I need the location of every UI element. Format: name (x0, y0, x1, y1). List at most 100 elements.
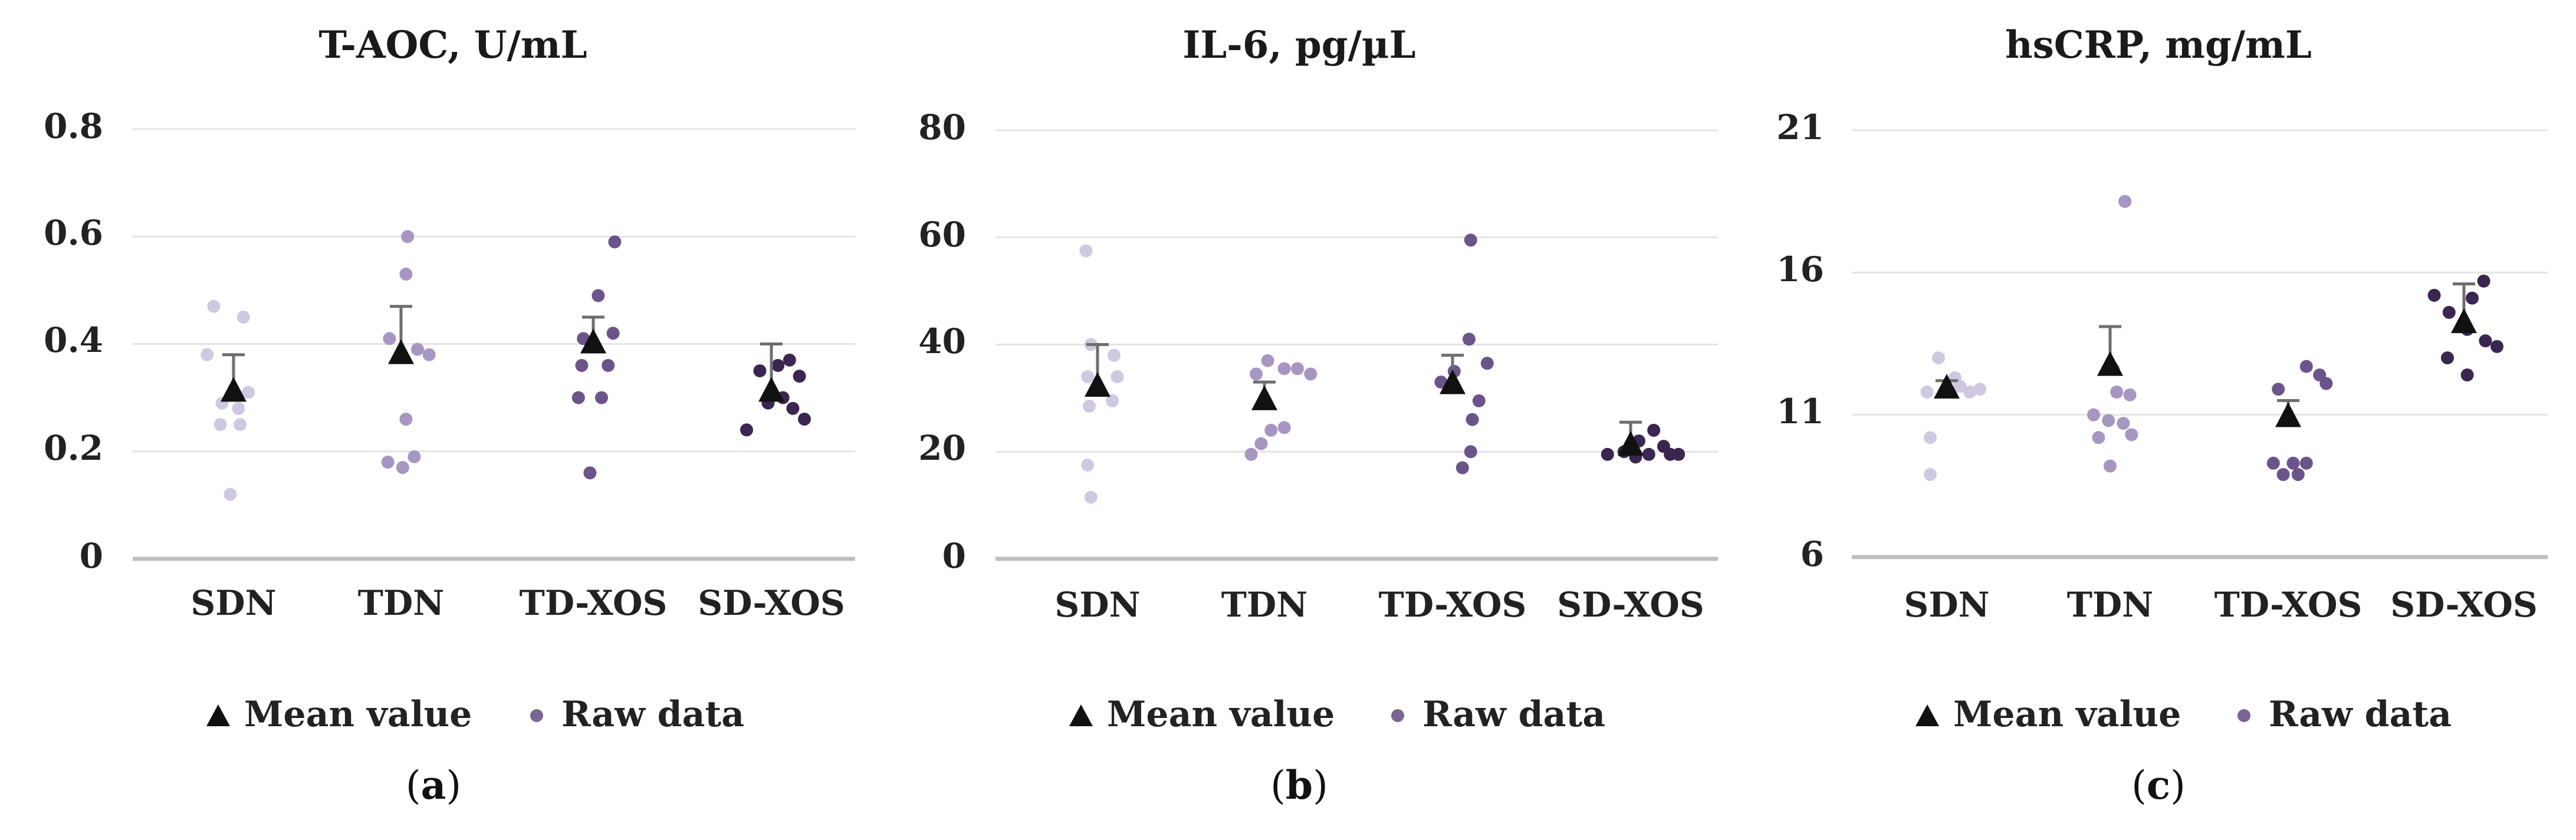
legend-raw-marker (530, 709, 543, 722)
mean-marker (1934, 374, 1960, 399)
panel-b: IL-6, pg/µL 0 20 40 60 80 SDN TDN TD-XOS… (918, 23, 1704, 808)
y-tick-label: 80 (918, 107, 966, 147)
mean-marker (1440, 369, 1466, 394)
y-tick-label: 0 (942, 536, 966, 576)
raw-data-point (2479, 334, 2492, 348)
panel-a: T-AOC, U/mL 0 0.2 0.4 0.6 0.8 SDN TDN TD… (44, 23, 845, 808)
raw-data-point (242, 386, 255, 399)
x-category-label: SD-XOS (1557, 585, 1704, 625)
y-tick-label: 0.8 (44, 106, 103, 146)
raw-data-point (232, 401, 245, 415)
raw-data-point (399, 268, 413, 281)
raw-data-point (575, 358, 589, 372)
x-category-label: SDN (190, 583, 276, 623)
legend-mean-marker (1069, 704, 1093, 726)
raw-data-point (2125, 428, 2138, 442)
mean-marker (388, 339, 414, 364)
raw-data-point (381, 455, 395, 469)
y-tick-label: 16 (1776, 249, 1824, 289)
y-tick-label: 40 (918, 321, 966, 361)
plot-area-a (133, 128, 855, 561)
y-tick-label: 21 (1776, 107, 1824, 147)
raw-data-point (1110, 370, 1124, 384)
legend-mean-marker (1915, 704, 1939, 726)
raw-data-point (1455, 461, 1469, 475)
raw-data-point (1244, 447, 1258, 461)
legend-raw-marker (2237, 709, 2250, 722)
raw-data-point (2087, 408, 2100, 421)
raw-data-point (1463, 332, 1476, 346)
mean-marker (1618, 431, 1644, 456)
raw-data-point (2427, 288, 2441, 302)
y-tick-label: 60 (918, 215, 966, 255)
mean-marker (2275, 402, 2301, 427)
legend-mean-marker (206, 704, 230, 726)
x-category-label: TDN (2067, 585, 2153, 625)
raw-data-point (583, 466, 597, 480)
legend-raw-label: Raw data (2269, 694, 2452, 735)
raw-data-point (2291, 468, 2305, 482)
y-tick-label: 20 (918, 428, 966, 468)
raw-data-point (1084, 490, 1098, 504)
mean-marker (1085, 372, 1110, 397)
raw-data-point (1277, 362, 1291, 375)
raw-data-point (201, 348, 214, 361)
raw-data-point (1601, 447, 1614, 461)
raw-data-point (2104, 459, 2117, 473)
raw-data-point (399, 413, 413, 426)
raw-data-point (408, 450, 421, 463)
raw-data-point (1973, 383, 1986, 396)
panel-label-a: (a) (406, 762, 461, 808)
raw-data-point (2276, 468, 2290, 482)
raw-data-point (606, 327, 620, 340)
mean-marker (580, 328, 606, 354)
raw-data-point (411, 342, 424, 356)
raw-data-point (1083, 400, 1096, 413)
raw-data-point (793, 370, 806, 383)
chart-title-a: T-AOC, U/mL (318, 23, 587, 67)
plot-marks (133, 128, 2548, 561)
raw-data-point (1924, 431, 1937, 444)
raw-data-point (234, 418, 247, 431)
raw-data-point (2299, 456, 2313, 470)
raw-data-point (595, 391, 608, 404)
raw-data-point (2118, 195, 2132, 208)
raw-data-point (1464, 233, 1477, 247)
raw-data-point (1642, 447, 1655, 461)
raw-data-point (207, 299, 221, 313)
raw-data-point (396, 461, 409, 475)
raw-data-point (213, 418, 227, 431)
raw-data-point (1932, 351, 1945, 365)
raw-data-point (1672, 447, 1685, 461)
raw-data-point (753, 364, 767, 378)
mean-marker (758, 377, 784, 402)
y-tick-label: 0 (80, 536, 103, 576)
legend-mean-label: Mean value (1953, 694, 2181, 735)
raw-data-point (2490, 340, 2503, 353)
raw-data-point (786, 401, 800, 415)
raw-data-point (771, 358, 785, 372)
x-category-label: SD-XOS (2390, 585, 2538, 625)
raw-data-point (608, 235, 622, 249)
x-category-label: TD-XOS (520, 583, 668, 623)
y-tick-label: 0.6 (44, 213, 103, 253)
mean-marker (2451, 308, 2477, 334)
raw-data-point (798, 413, 811, 426)
raw-data-point (1464, 445, 1477, 459)
raw-data-point (2117, 417, 2130, 430)
x-category-label: TD-XOS (2214, 585, 2363, 625)
legend-a: Mean value Raw data (206, 694, 744, 735)
raw-data-point (1250, 367, 1263, 381)
raw-data-point (1304, 367, 1317, 381)
raw-data-point (1480, 357, 1494, 370)
raw-data-point (1963, 386, 1977, 399)
legend-mean-label: Mean value (244, 694, 472, 735)
x-category-label: TD-XOS (1379, 585, 1527, 625)
raw-data-point (1647, 423, 1661, 437)
raw-data-point (1291, 362, 1304, 375)
raw-data-point (2092, 431, 2105, 444)
legend-raw-label: Raw data (1422, 694, 1605, 735)
raw-data-point (383, 332, 396, 345)
raw-data-point (2466, 291, 2479, 305)
raw-data-point (1106, 394, 1119, 407)
